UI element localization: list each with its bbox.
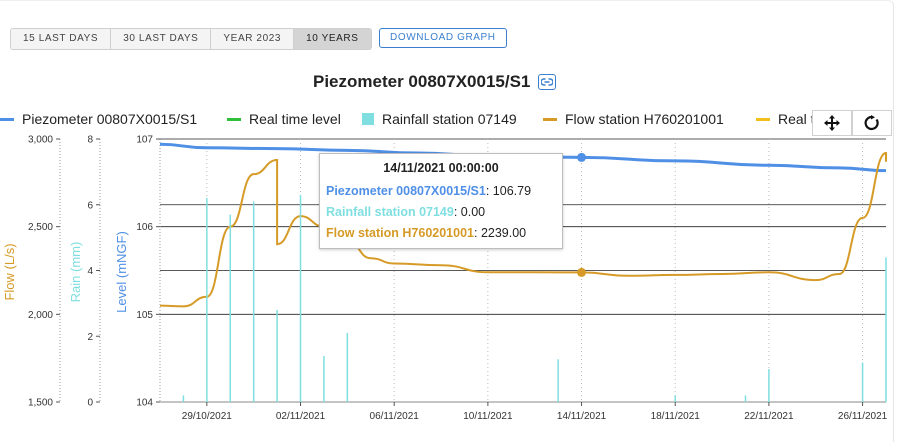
reset-zoom-button[interactable] [852, 110, 892, 136]
range-15-days-button[interactable]: 15 LAST DAYS [11, 29, 112, 49]
tooltip-row-flow: Flow station H760201001: 2239.00 [326, 226, 527, 240]
legend-label: Real time level [249, 111, 341, 127]
legend-swatch [362, 113, 374, 125]
tooltip-series-name: Rainfall station 07149 [326, 205, 454, 219]
legend-item-piezometer[interactable]: Piezometer 00807X0015/S1 [0, 108, 197, 130]
tooltip-series-name: Flow station H760201001 [326, 226, 474, 240]
link-icon[interactable] [538, 74, 557, 90]
chart-tooltip: 14/11/2021 00:00:00 Piezometer 00807X001… [319, 153, 563, 249]
legend-item-real-time-level[interactable]: Real time level [227, 108, 341, 130]
legend-swatch [227, 117, 241, 121]
tooltip-row-piezometer: Piezometer 00807X0015/S1: 106.79 [326, 184, 532, 198]
download-graph-button[interactable]: DOWNLOAD GRAPH [379, 28, 507, 48]
reset-icon [864, 115, 879, 131]
tooltip-series-value: 0.00 [460, 205, 486, 219]
legend-label: Piezometer 00807X0015/S1 [22, 111, 198, 127]
range-10-years-button[interactable]: 10 YEARS [294, 29, 371, 49]
legend-item-flow[interactable]: Flow station H760201001 [543, 108, 724, 130]
legend-swatch [756, 117, 770, 121]
tooltip-series-name: Piezometer 00807X0015/S1 [326, 184, 486, 198]
tooltip-series-value: 2239.00 [480, 226, 527, 240]
legend-label: Rainfall station 07149 [382, 111, 517, 127]
legend-item-rainfall[interactable]: Rainfall station 07149 [362, 108, 517, 130]
tooltip-date: 14/11/2021 00:00:00 [383, 161, 499, 175]
tooltip-series-value: 106.79 [492, 184, 532, 198]
pan-icon [824, 115, 840, 131]
pan-button[interactable] [812, 110, 852, 136]
range-selector: 15 LAST DAYS 30 LAST DAYS YEAR 2023 10 Y… [10, 28, 372, 50]
legend-swatch [543, 117, 557, 121]
chart-header: Piezometer 00807X0015/S1 [313, 72, 557, 92]
range-30-days-button[interactable]: 30 LAST DAYS [111, 29, 212, 49]
chart-title: Piezometer 00807X0015/S1 [313, 72, 531, 91]
legend-swatch [0, 117, 14, 121]
chart-legend: Piezometer 00807X0015/S1 Real time level… [0, 108, 830, 130]
tooltip-row-rainfall: Rainfall station 07149: 0.00 [326, 205, 486, 219]
range-year-button[interactable]: YEAR 2023 [211, 29, 295, 49]
legend-label: Flow station H760201001 [565, 111, 724, 127]
